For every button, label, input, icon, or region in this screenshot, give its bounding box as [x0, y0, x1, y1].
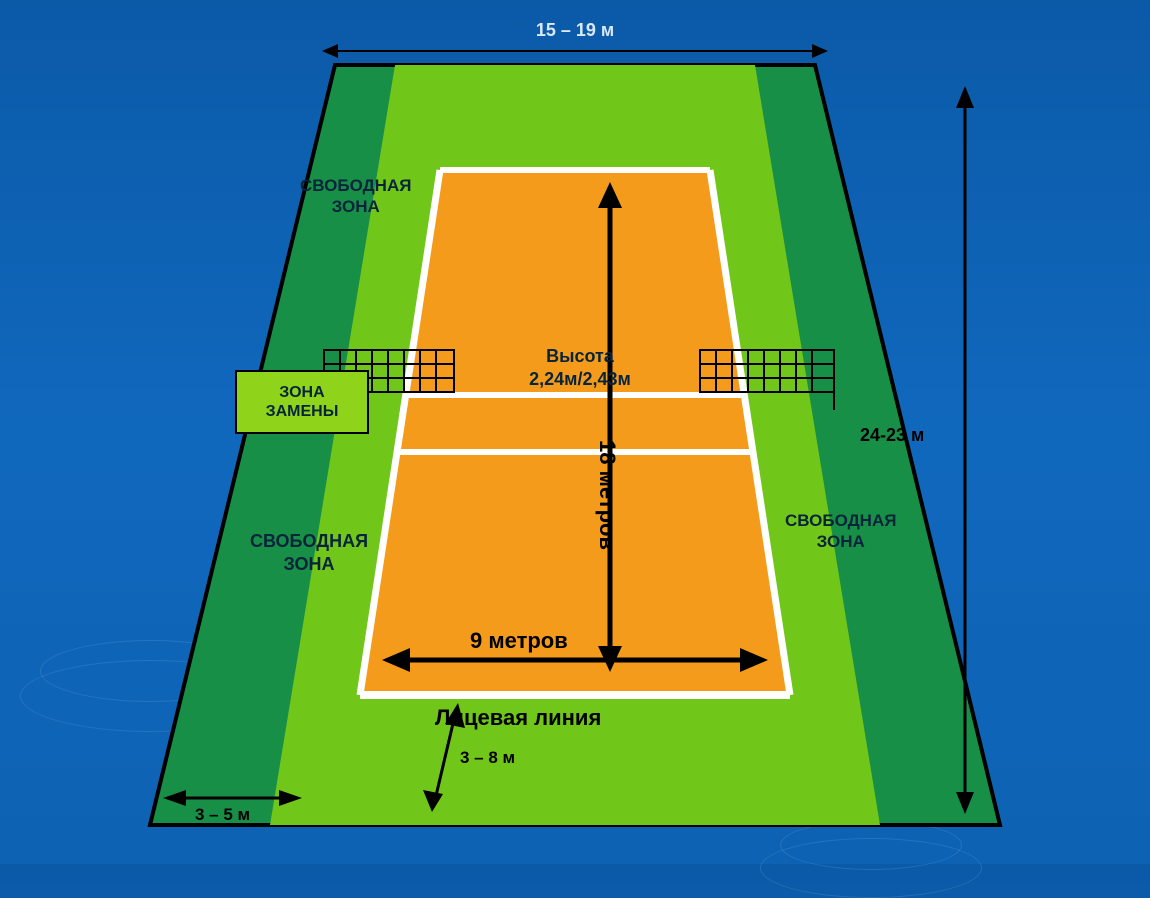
side-dimension-label: 24-23 м	[860, 425, 924, 446]
side-freezone-dimension-label: 3 – 5 м	[195, 805, 250, 825]
length-dimension-label: 18 метров	[594, 440, 620, 550]
substitution-zone: ЗОНА ЗАМЕНЫ	[235, 370, 369, 434]
free-zone-label-top: СВОБОДНАЯ ЗОНА	[300, 175, 411, 218]
end-freezone-dimension-label: 3 – 8 м	[460, 748, 515, 768]
court-svg	[0, 0, 1150, 864]
width-dimension-label: 9 метров	[470, 628, 568, 654]
sub-zone-label-2: ЗАМЕНЫ	[266, 403, 339, 420]
free-zone-label-left: СВОБОДНАЯ ЗОНА	[250, 530, 368, 575]
diagram-stage: 15 – 19 м	[0, 0, 1150, 864]
free-zone-label-right: СВОБОДНАЯ ЗОНА	[785, 510, 896, 553]
sub-zone-label-1: ЗОНА	[279, 384, 324, 401]
net-height-label: Высота 2,24м/2,43м	[485, 345, 675, 390]
baseline-label: Лицевая линия	[435, 705, 601, 731]
